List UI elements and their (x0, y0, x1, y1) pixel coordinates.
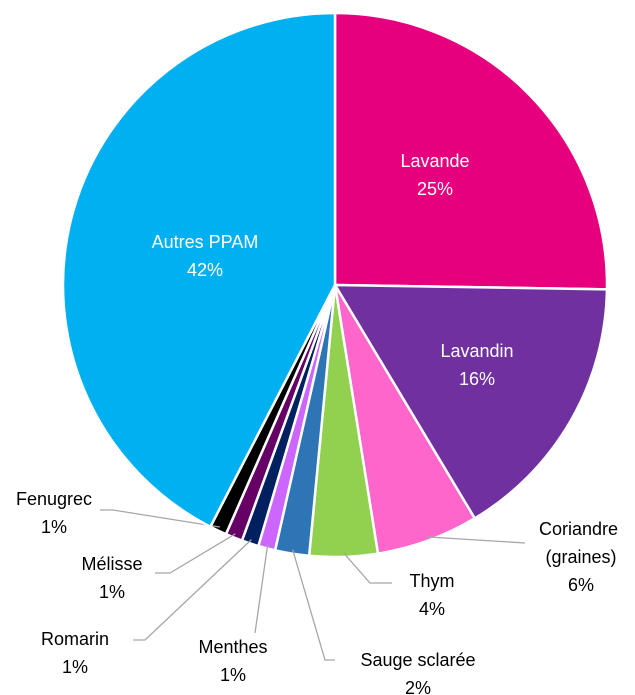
leader-line (254, 544, 269, 634)
category-label: Coriandre (graines) (539, 519, 623, 567)
value-label: 1% (41, 517, 67, 537)
leader-line (155, 533, 236, 574)
category-label: Mélisse (81, 554, 142, 574)
category-label: Romarin (41, 629, 109, 649)
leader-line (100, 509, 220, 528)
category-label: Lavandin (440, 341, 513, 361)
leader-line (292, 549, 335, 661)
value-label: 25% (417, 179, 453, 199)
category-label: Autres PPAM (152, 232, 259, 252)
value-label: 42% (187, 260, 223, 280)
value-label: 1% (220, 665, 246, 685)
value-label: 2% (405, 678, 431, 695)
category-label: Thym (410, 571, 455, 591)
pie-slice (332, 283, 609, 521)
category-label: Lavande (400, 151, 469, 171)
pie-slice (333, 11, 609, 291)
pie-slice (61, 11, 337, 529)
leader-line (133, 539, 252, 641)
value-label: 16% (459, 369, 495, 389)
category-label: Sauge sclarée (360, 650, 475, 670)
value-label: 1% (62, 657, 88, 677)
leader-line (343, 552, 392, 584)
value-label: 6% (568, 575, 594, 595)
value-label: 1% (99, 582, 125, 602)
value-label: 4% (419, 599, 445, 619)
category-label: Menthes (198, 637, 267, 657)
category-label: Fenugrec (16, 489, 92, 509)
leader-line (426, 536, 526, 544)
